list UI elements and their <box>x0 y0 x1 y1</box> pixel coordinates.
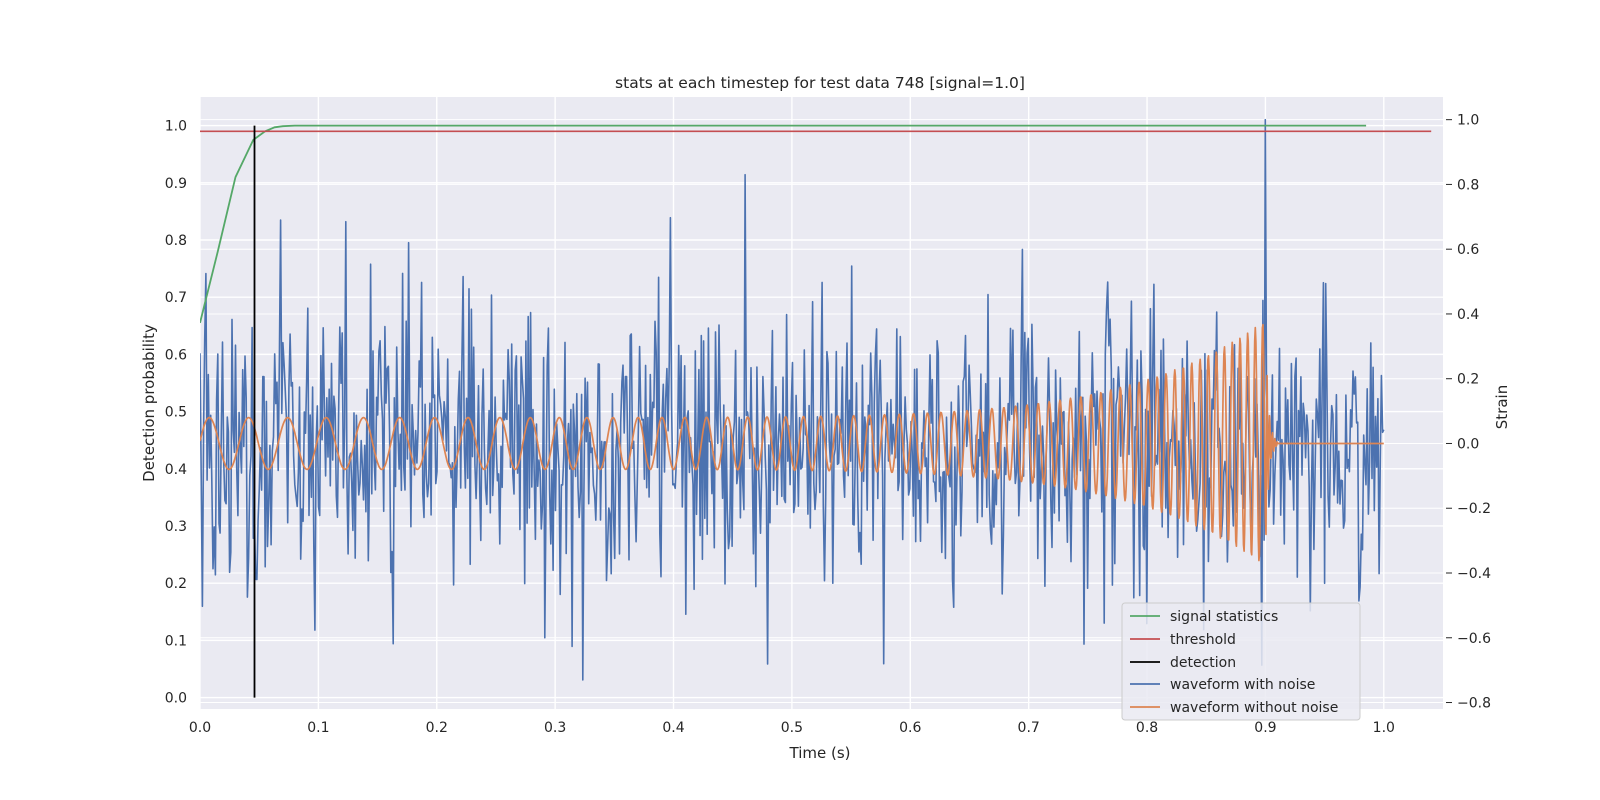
signal-statistics-line <box>200 124 1367 324</box>
x-tick-label: 0.6 <box>899 720 921 736</box>
y-right-tick-label: 0.6 <box>1457 242 1479 258</box>
y-right-tick-label: −0.2 <box>1457 501 1491 517</box>
x-tick-label: 0.9 <box>1254 720 1276 736</box>
x-tick-label: 0.3 <box>544 720 566 736</box>
legend-label-threshold: threshold <box>1170 632 1236 648</box>
x-tick-label: 0.4 <box>662 720 684 736</box>
y-tick-label: 0.6 <box>165 347 187 363</box>
x-axis-label: Time (s) <box>789 744 851 762</box>
ticks: 0.0 0.1 0.2 0.3 0.4 0.5 0.6 0.7 0.8 0.9 1.0 0.0 0.1 0… <box>165 113 1491 736</box>
y-tick-label: 0.9 <box>165 176 187 192</box>
x-tick-label: 0.5 <box>781 720 803 736</box>
y-right-tick-label: −0.8 <box>1457 696 1491 712</box>
chart-title: stats at each timestep for test data 748… <box>615 74 1025 92</box>
series-layer <box>200 118 1432 698</box>
y-tick-label: 0.5 <box>165 405 187 421</box>
y-tick-label: 1.0 <box>165 119 187 135</box>
y-right-tick-label: 0.4 <box>1457 307 1479 323</box>
legend-label-waveform-without-noise: waveform without noise <box>1170 700 1338 716</box>
x-tick-label: 0.8 <box>1136 720 1158 736</box>
y-tick-label: 0.0 <box>165 691 187 707</box>
y-axis-label: Detection probability <box>140 324 158 482</box>
waveform-without-noise-line <box>200 323 1385 562</box>
y-right-tick-label: 1.0 <box>1457 113 1479 129</box>
y-tick-label: 0.4 <box>165 462 187 478</box>
y-right-tick-label: 0.0 <box>1457 436 1479 452</box>
y-tick-label: 0.3 <box>165 519 187 535</box>
y-axis-right-label: Strain <box>1493 385 1511 429</box>
y-tick-label: 0.7 <box>165 290 187 306</box>
x-tick-label: 1.0 <box>1373 720 1395 736</box>
legend-label-signal-statistics: signal statistics <box>1170 609 1278 625</box>
legend-label-waveform-with-noise: waveform with noise <box>1170 677 1315 693</box>
y-right-tick-label: −0.6 <box>1457 631 1491 647</box>
y-tick-label: 0.2 <box>165 576 187 592</box>
x-tick-label: 0.1 <box>307 720 329 736</box>
legend-label-detection: detection <box>1170 655 1236 671</box>
x-tick-label: 0.0 <box>189 720 211 736</box>
y-tick-label: 0.1 <box>165 633 187 649</box>
legend-box <box>1121 602 1361 721</box>
y-right-tick-label: 0.2 <box>1457 372 1479 388</box>
legend: signal statistics threshold detection wa… <box>1121 602 1361 721</box>
waveform-with-noise-line <box>200 118 1385 681</box>
x-tick-label: 0.2 <box>426 720 448 736</box>
y-right-tick-label: −0.4 <box>1457 566 1491 582</box>
y-tick-label: 0.8 <box>165 233 187 249</box>
y-right-tick-label: 0.8 <box>1457 177 1479 193</box>
x-tick-label: 0.7 <box>1018 720 1040 736</box>
